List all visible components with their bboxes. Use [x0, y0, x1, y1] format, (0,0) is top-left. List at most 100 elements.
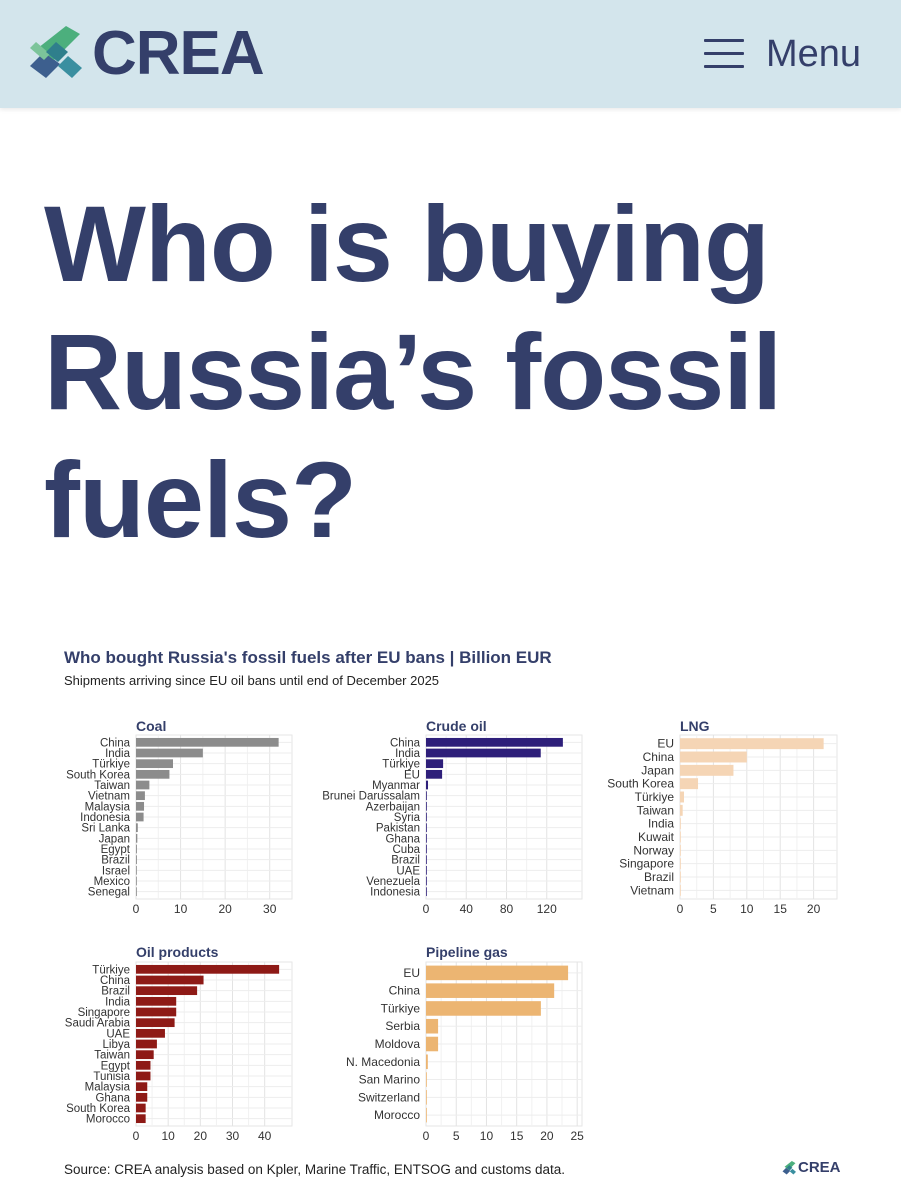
coal-bar-india — [136, 748, 203, 758]
footer-logo-icon — [782, 1161, 796, 1175]
crea-logo-icon[interactable] — [28, 26, 82, 80]
lng-bar-south-korea — [680, 778, 699, 790]
oil-products-bar-libya — [136, 1039, 157, 1049]
coal-category-label: Taiwan — [94, 780, 130, 792]
lng-panel-title: LNG — [680, 718, 710, 734]
oil-products-category-label: UAE — [106, 1028, 130, 1040]
lng-bar-india — [680, 818, 681, 830]
pipeline-gas-bar-t-rkiye — [426, 1001, 541, 1016]
coal-bar-brazil — [136, 855, 137, 865]
pipeline-gas-x-tick-label: 10 — [480, 1129, 494, 1143]
oil-products-bar-t-rkiye — [136, 964, 280, 974]
crude-oil-category-label: Brazil — [391, 855, 420, 867]
brand-name[interactable]: CREA — [92, 19, 265, 88]
lng-bar-kuwait — [680, 831, 681, 843]
pipeline-gas-bar-san-marino — [426, 1072, 427, 1087]
crude-oil-bar-brazil — [426, 855, 427, 865]
coal-bar-china — [136, 737, 279, 747]
page-title: Who is buying Russia’s fossil fuels? — [44, 183, 782, 560]
lng-category-label: India — [648, 817, 674, 831]
crude-oil-x-tick-label: 80 — [500, 902, 514, 916]
crude-oil-bar-cuba — [426, 844, 427, 854]
crude-oil-bar-uae — [426, 865, 427, 875]
lng-x-tick-label: 20 — [807, 902, 821, 916]
coal-x-tick-label: 0 — [133, 902, 140, 916]
lng-category-label: China — [643, 750, 675, 764]
coal-bar-t-rkiye — [136, 759, 173, 769]
pipeline-gas-category-label: China — [389, 984, 421, 998]
pipeline-gas-bar-china — [426, 983, 555, 998]
oil-products-category-label: India — [105, 996, 131, 1008]
lng-bar-china — [680, 751, 747, 763]
crude-oil-category-label: Pakistan — [376, 823, 420, 835]
crude-oil-bar-china — [426, 737, 563, 747]
coal-category-label: China — [100, 737, 131, 749]
crude-oil-category-label: India — [395, 748, 421, 760]
pipeline-gas-category-label: Moldova — [375, 1037, 421, 1051]
lng-bar-singapore — [680, 858, 681, 870]
footer-logo: CREA — [782, 1159, 852, 1179]
lng-category-label: Singapore — [619, 857, 674, 871]
lng-category-label: EU — [657, 737, 674, 751]
pipeline-gas-category-label: San Marino — [359, 1073, 421, 1087]
coal-category-label: Egypt — [101, 844, 131, 856]
pipeline-gas-x-tick-label: 5 — [453, 1129, 460, 1143]
lng-category-label: South Korea — [607, 777, 674, 791]
pipeline-gas-bar-switzerland — [426, 1090, 427, 1105]
crude-oil-bar-t-rkiye — [426, 759, 444, 769]
coal-category-label: Malaysia — [85, 801, 131, 813]
crude-oil-bar-india — [426, 748, 541, 758]
pipeline-gas-x-tick-label: 15 — [510, 1129, 524, 1143]
crude-oil-category-label: Venezuela — [366, 876, 420, 888]
figure-title: Who bought Russia's fossil fuels after E… — [64, 648, 552, 667]
oil-products-category-label: Morocco — [86, 1114, 130, 1126]
lng-bar-brazil — [680, 871, 681, 883]
coal-bar-taiwan — [136, 780, 150, 790]
oil-products-bar-malaysia — [136, 1082, 148, 1092]
oil-products-panel-title: Oil products — [136, 944, 219, 960]
coal-bar-mexico — [136, 876, 137, 886]
oil-products-bar-egypt — [136, 1060, 151, 1070]
lng-x-tick-label: 5 — [710, 902, 717, 916]
coal-bar-japan — [136, 833, 138, 843]
coal-bar-malaysia — [136, 801, 145, 811]
coal-category-label: Sri Lanka — [81, 823, 130, 835]
coal-category-label: Japan — [99, 833, 130, 845]
lng-bar-norway — [680, 844, 681, 856]
oil-products-category-label: Türkiye — [92, 964, 130, 976]
lng-category-label: Vietnam — [630, 883, 674, 897]
crude-oil-category-label: Cuba — [393, 844, 421, 856]
crude-oil-bar-ghana — [426, 833, 427, 843]
lng-x-tick-label: 15 — [774, 902, 788, 916]
coal-category-label: Türkiye — [92, 759, 130, 771]
crude-oil-category-label: Türkiye — [382, 759, 420, 771]
oil-products-bar-china — [136, 975, 204, 985]
oil-products-category-label: Singapore — [78, 1007, 130, 1019]
lng-bar-eu — [680, 738, 824, 750]
oil-products-bar-india — [136, 996, 177, 1006]
coal-x-tick-label: 10 — [174, 902, 188, 916]
pipeline-gas-panel-title: Pipeline gas — [426, 944, 508, 960]
coal-bar-israel — [136, 865, 137, 875]
pipeline-gas-category-label: Serbia — [385, 1019, 420, 1033]
oil-products-bar-singapore — [136, 1007, 177, 1017]
oil-products-category-label: Malaysia — [85, 1082, 131, 1094]
coal-category-label: Israel — [102, 865, 130, 877]
coal-bar-vietnam — [136, 791, 145, 801]
oil-products-bar-brazil — [136, 986, 198, 996]
crude-oil-category-label: Ghana — [385, 833, 420, 845]
coal-category-label: Senegal — [88, 887, 130, 899]
hamburger-icon — [704, 39, 746, 69]
oil-products-category-label: Egypt — [101, 1060, 131, 1072]
menu-button[interactable]: Menu — [704, 34, 864, 76]
crude-oil-bar-indonesia — [426, 887, 427, 897]
coal-bar-egypt — [136, 844, 137, 854]
pipeline-gas-bar-morocco — [426, 1107, 427, 1123]
crude-oil-bar-eu — [426, 769, 443, 779]
oil-products-category-label: Taiwan — [94, 1050, 130, 1062]
coal-category-label: India — [105, 748, 131, 760]
oil-products-bar-south-korea — [136, 1103, 146, 1113]
oil-products-x-tick-label: 20 — [194, 1129, 208, 1143]
lng-category-label: Brazil — [644, 870, 674, 884]
pipeline-gas-bar-serbia — [426, 1018, 439, 1034]
